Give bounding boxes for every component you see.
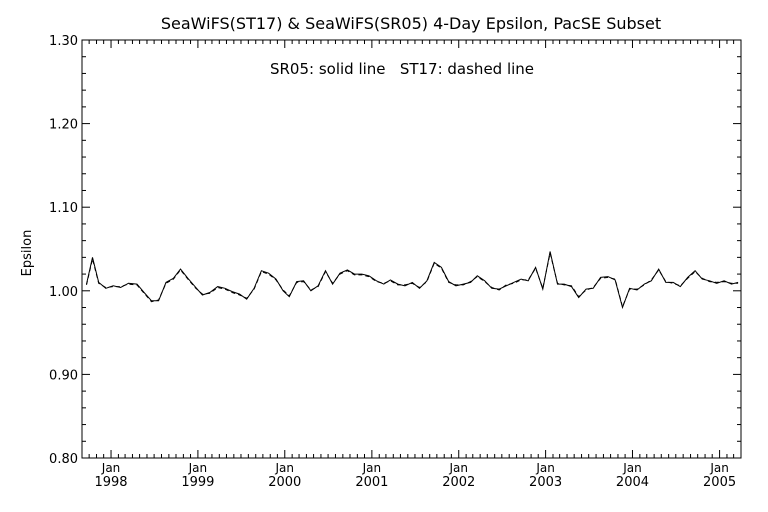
x-tick-year-label: 2005 (703, 475, 736, 490)
x-tick-year-label: 2003 (529, 475, 562, 490)
x-tick-month-label: Jan (188, 461, 208, 475)
y-tick-label: 1.00 (49, 285, 78, 300)
y-tick-label: 0.80 (49, 452, 78, 467)
series-lines (86, 251, 739, 310)
x-tick-month-label: Jan (535, 461, 555, 475)
x-tick-month-label: Jan (622, 461, 642, 475)
x-tick-month-label: Jan (275, 461, 295, 475)
x-tick-year-label: 2004 (616, 475, 649, 490)
x-tick-year-label: 2000 (268, 475, 301, 490)
y-axis-label: Epsilon (20, 230, 35, 277)
x-tick-year-label: 1998 (94, 475, 127, 490)
series-line-dashed (86, 253, 739, 309)
chart-title: SeaWiFS(ST17) & SeaWiFS(SR05) 4-Day Epsi… (161, 14, 661, 33)
x-tick-month-label: Jan (709, 461, 729, 475)
x-tick-month-label: Jan (362, 461, 382, 475)
x-tick-year-label: 2002 (442, 475, 475, 490)
y-axis: 0.80 0.90 1.00 1.10 1.20 1.30 (49, 34, 741, 467)
y-tick-label: 1.10 (49, 201, 78, 216)
x-tick-year-label: 1999 (181, 475, 214, 490)
series-line-solid (86, 251, 739, 310)
x-tick-month-label: Jan (101, 461, 121, 475)
y-tick-label: 0.90 (49, 368, 78, 383)
y-tick-label: 1.20 (49, 118, 78, 133)
x-axis: Jan1998Jan1999Jan2000Jan2001Jan2002Jan20… (81, 40, 742, 490)
plot-frame (81, 39, 742, 459)
x-tick-month-label: Jan (448, 461, 468, 475)
y-tick-label: 1.30 (49, 34, 78, 49)
x-tick-year-label: 2001 (355, 475, 388, 490)
chart-annotation: SR05: solid line ST17: dashed line (270, 60, 534, 78)
